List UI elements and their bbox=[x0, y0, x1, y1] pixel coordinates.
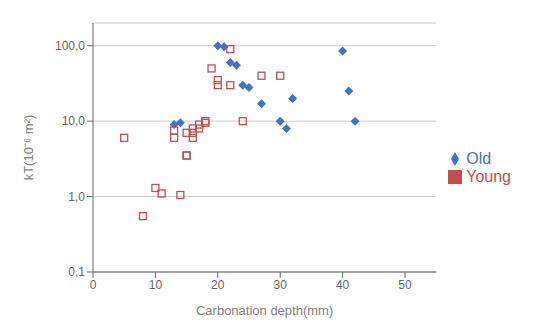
svg-text:10: 10 bbox=[149, 278, 163, 292]
svg-text:20: 20 bbox=[211, 278, 225, 292]
html-text:Young: Young bbox=[466, 167, 511, 185]
svg-text:kT(10⁻⁶ m²): kT(10⁻⁶ m²) bbox=[21, 115, 36, 181]
svg-text:40: 40 bbox=[336, 278, 350, 292]
svg-text:0: 0 bbox=[90, 278, 97, 292]
svg-text:0,1: 0,1 bbox=[68, 265, 85, 279]
svg-text:50: 50 bbox=[398, 278, 412, 292]
html-text:Old: Old bbox=[466, 149, 492, 167]
svg-text:100,0: 100,0 bbox=[55, 39, 85, 53]
svg-text:1,0: 1,0 bbox=[68, 190, 85, 204]
svg-text:30: 30 bbox=[274, 278, 288, 292]
svg-text:Carbonation depth(mm): Carbonation depth(mm) bbox=[196, 303, 333, 318]
svg-text:10,0: 10,0 bbox=[62, 114, 86, 128]
